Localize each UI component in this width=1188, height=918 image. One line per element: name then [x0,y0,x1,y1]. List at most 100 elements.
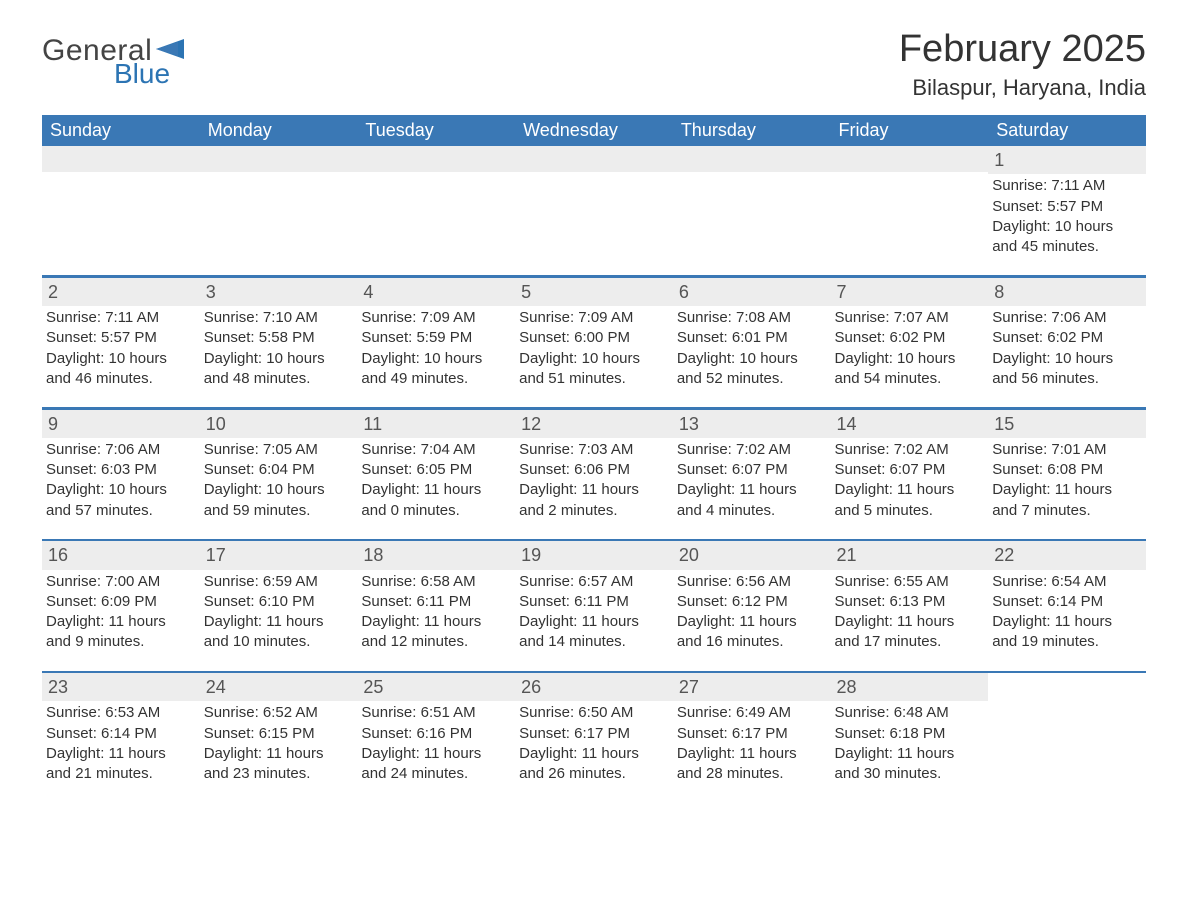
sunset-line: Sunset: 6:01 PM [677,328,827,348]
sunrise-line: Sunrise: 6:50 AM [519,703,669,723]
logo: General Blue [42,34,184,90]
daylight-line-1: Daylight: 10 hours [204,349,354,369]
sunset-line: Sunset: 6:03 PM [46,460,196,480]
sunset-line: Sunset: 6:13 PM [835,592,985,612]
daylight-line-1: Daylight: 11 hours [677,612,827,632]
calendar-day-cell [200,146,358,276]
empty-day [42,146,200,172]
calendar-day-cell [515,146,673,276]
calendar-week-row: 2Sunrise: 7:11 AMSunset: 5:57 PMDaylight… [42,278,1146,408]
sunrise-line: Sunrise: 6:54 AM [992,572,1142,592]
daylight-line-2: and 57 minutes. [46,501,196,521]
day-number: 26 [515,673,673,701]
calendar-day-cell: 17Sunrise: 6:59 AMSunset: 6:10 PMDayligh… [200,541,358,671]
calendar-day-cell [831,146,989,276]
calendar-day-cell [42,146,200,276]
daylight-line-1: Daylight: 10 hours [46,480,196,500]
daylight-line-1: Daylight: 10 hours [992,217,1142,237]
daylight-line-1: Daylight: 10 hours [519,349,669,369]
sunrise-line: Sunrise: 6:51 AM [361,703,511,723]
daylight-line-2: and 9 minutes. [46,632,196,652]
calendar-header-row: Sunday Monday Tuesday Wednesday Thursday… [42,115,1146,146]
calendar-day-cell: 3Sunrise: 7:10 AMSunset: 5:58 PMDaylight… [200,278,358,408]
daylight-line-1: Daylight: 11 hours [46,744,196,764]
daylight-line-1: Daylight: 11 hours [361,612,511,632]
daylight-line-1: Daylight: 11 hours [361,744,511,764]
sunset-line: Sunset: 6:17 PM [519,724,669,744]
day-number: 6 [673,278,831,306]
calendar-day-cell: 2Sunrise: 7:11 AMSunset: 5:57 PMDaylight… [42,278,200,408]
day-number: 28 [831,673,989,701]
day-number: 11 [357,410,515,438]
sunset-line: Sunset: 6:11 PM [361,592,511,612]
daylight-line-2: and 26 minutes. [519,764,669,784]
calendar-day-cell: 4Sunrise: 7:09 AMSunset: 5:59 PMDaylight… [357,278,515,408]
calendar-week-row: 16Sunrise: 7:00 AMSunset: 6:09 PMDayligh… [42,541,1146,671]
calendar-day-cell: 5Sunrise: 7:09 AMSunset: 6:00 PMDaylight… [515,278,673,408]
day-number: 20 [673,541,831,569]
calendar-day-cell: 21Sunrise: 6:55 AMSunset: 6:13 PMDayligh… [831,541,989,671]
daylight-line-2: and 0 minutes. [361,501,511,521]
weekday-header: Monday [200,115,358,146]
sunrise-line: Sunrise: 7:06 AM [992,308,1142,328]
daylight-line-2: and 28 minutes. [677,764,827,784]
sunrise-line: Sunrise: 7:02 AM [677,440,827,460]
sunrise-line: Sunrise: 6:53 AM [46,703,196,723]
daylight-line-1: Daylight: 11 hours [835,480,985,500]
day-number: 12 [515,410,673,438]
sunset-line: Sunset: 5:57 PM [992,197,1142,217]
calendar-day-cell: 25Sunrise: 6:51 AMSunset: 6:16 PMDayligh… [357,673,515,802]
logo-text-blue: Blue [114,58,170,90]
calendar-body: 1Sunrise: 7:11 AMSunset: 5:57 PMDaylight… [42,146,1146,802]
sunset-line: Sunset: 6:17 PM [677,724,827,744]
calendar-day-cell: 28Sunrise: 6:48 AMSunset: 6:18 PMDayligh… [831,673,989,802]
calendar-day-cell: 1Sunrise: 7:11 AMSunset: 5:57 PMDaylight… [988,146,1146,276]
empty-day [673,146,831,172]
day-number: 14 [831,410,989,438]
daylight-line-1: Daylight: 10 hours [835,349,985,369]
day-number: 4 [357,278,515,306]
sunrise-line: Sunrise: 6:56 AM [677,572,827,592]
daylight-line-2: and 17 minutes. [835,632,985,652]
sunset-line: Sunset: 6:15 PM [204,724,354,744]
daylight-line-2: and 51 minutes. [519,369,669,389]
daylight-line-2: and 48 minutes. [204,369,354,389]
weekday-header: Friday [831,115,989,146]
day-number: 5 [515,278,673,306]
empty-day [357,146,515,172]
sunset-line: Sunset: 6:07 PM [677,460,827,480]
daylight-line-1: Daylight: 11 hours [992,612,1142,632]
calendar-day-cell [357,146,515,276]
daylight-line-1: Daylight: 10 hours [992,349,1142,369]
sunset-line: Sunset: 5:59 PM [361,328,511,348]
day-number: 27 [673,673,831,701]
day-number: 2 [42,278,200,306]
day-number: 23 [42,673,200,701]
daylight-line-2: and 19 minutes. [992,632,1142,652]
page-header: General Blue February 2025 Bilaspur, Har… [42,28,1146,101]
daylight-line-1: Daylight: 11 hours [835,612,985,632]
day-number: 17 [200,541,358,569]
day-number: 22 [988,541,1146,569]
weekday-header: Thursday [673,115,831,146]
daylight-line-2: and 30 minutes. [835,764,985,784]
day-number: 9 [42,410,200,438]
day-number: 18 [357,541,515,569]
daylight-line-2: and 49 minutes. [361,369,511,389]
daylight-line-1: Daylight: 11 hours [677,480,827,500]
day-number: 19 [515,541,673,569]
calendar-day-cell: 6Sunrise: 7:08 AMSunset: 6:01 PMDaylight… [673,278,831,408]
calendar-day-cell: 24Sunrise: 6:52 AMSunset: 6:15 PMDayligh… [200,673,358,802]
daylight-line-1: Daylight: 11 hours [992,480,1142,500]
sunset-line: Sunset: 6:05 PM [361,460,511,480]
daylight-line-2: and 59 minutes. [204,501,354,521]
day-number: 24 [200,673,358,701]
sunrise-line: Sunrise: 7:01 AM [992,440,1142,460]
calendar-week-row: 23Sunrise: 6:53 AMSunset: 6:14 PMDayligh… [42,673,1146,802]
sunrise-line: Sunrise: 6:49 AM [677,703,827,723]
daylight-line-2: and 24 minutes. [361,764,511,784]
sunrise-line: Sunrise: 7:11 AM [992,176,1142,196]
sunset-line: Sunset: 6:06 PM [519,460,669,480]
calendar-week-row: 1Sunrise: 7:11 AMSunset: 5:57 PMDaylight… [42,146,1146,276]
sunrise-line: Sunrise: 7:04 AM [361,440,511,460]
